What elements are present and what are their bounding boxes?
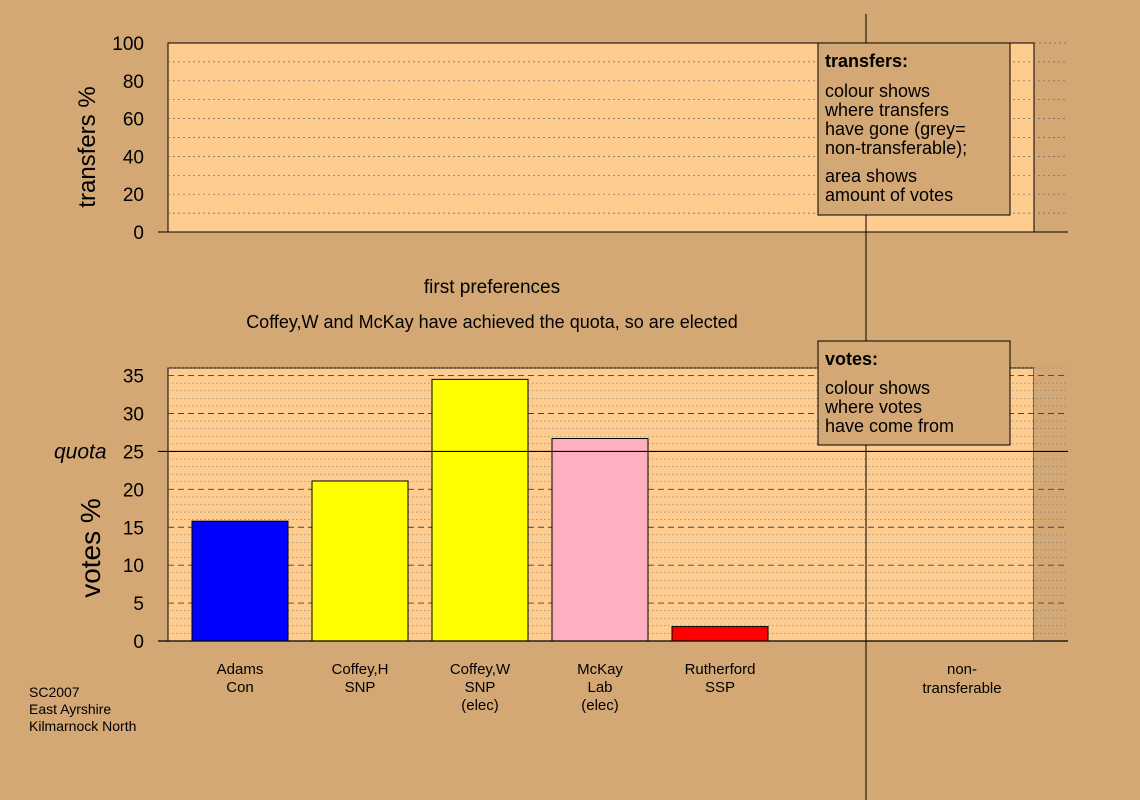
votes-y-axis-label: votes %	[75, 498, 106, 598]
transfers-legend-line: where transfers	[824, 100, 949, 120]
category-label: Con	[226, 679, 254, 696]
y-tick-label: 20	[123, 185, 144, 206]
votes-legend-line: have come from	[825, 416, 954, 436]
footer-line: SC2007	[29, 684, 80, 700]
y-tick-label: 35	[123, 367, 144, 388]
transfers-legend-title: transfers:	[825, 51, 908, 71]
y-tick-label: 80	[123, 72, 144, 93]
y-tick-label: 40	[123, 147, 144, 168]
y-tick-label: 0	[133, 223, 144, 244]
transfers-legend-line: non-transferable);	[825, 138, 967, 158]
chart-subtitle: Coffey,W and McKay have achieved the quo…	[246, 312, 738, 332]
y-tick-label: 100	[112, 34, 144, 55]
chart-title: first preferences	[424, 277, 560, 298]
category-label: Adams	[217, 661, 264, 678]
category-label: Rutherford	[685, 661, 756, 678]
votes-y-ticks: 0 5 10 15 20 25 30 35	[123, 367, 144, 653]
category-label: Coffey,H	[332, 661, 389, 678]
y-tick-label: 25	[123, 442, 144, 463]
category-label: SSP	[705, 679, 735, 696]
transfers-y-axis-label: transfers %	[74, 86, 101, 207]
footer-line: East Ayrshire	[29, 701, 111, 717]
votes-legend: votes: colour shows where votes have com…	[817, 340, 1011, 446]
category-label: Coffey,W	[450, 661, 511, 678]
bar	[551, 438, 649, 642]
votes-legend-line: colour shows	[825, 378, 930, 398]
transfers-legend: transfers: colour shows where transfers …	[817, 42, 1011, 216]
votes-legend-title: votes:	[825, 349, 878, 369]
category-label: non-	[947, 661, 977, 678]
transfers-legend-line: colour shows	[825, 81, 930, 101]
bar	[191, 520, 289, 642]
votes-legend-line: where votes	[824, 397, 922, 417]
quota-label: quota	[54, 440, 107, 463]
transfers-y-ticks: 0 20 40 60 80 100	[112, 34, 144, 244]
category-label: SNP	[465, 679, 496, 696]
transfers-legend-line: amount of votes	[825, 185, 953, 205]
transfers-legend-line: area shows	[825, 166, 917, 186]
votes-category-labels: AdamsConCoffey,HSNPCoffey,WSNP(elec)McKa…	[217, 661, 756, 714]
bar	[431, 378, 529, 642]
category-label: transferable	[922, 680, 1001, 697]
votes-bars	[191, 378, 769, 642]
y-tick-label: 5	[133, 594, 144, 615]
category-label: (elec)	[581, 697, 619, 714]
bar	[311, 480, 409, 642]
category-label: SNP	[345, 679, 376, 696]
category-label: Lab	[587, 679, 612, 696]
transfers-legend-line: have gone (grey=	[825, 119, 966, 139]
y-tick-label: 15	[123, 518, 144, 539]
category-label: (elec)	[461, 697, 499, 714]
y-tick-label: 20	[123, 480, 144, 501]
footer-line: Kilmarnock North	[29, 718, 136, 734]
category-label: McKay	[577, 661, 623, 678]
y-tick-label: 60	[123, 110, 144, 131]
y-tick-label: 10	[123, 556, 144, 577]
bar	[671, 626, 769, 642]
y-tick-label: 30	[123, 405, 144, 426]
y-tick-label: 0	[133, 632, 144, 653]
votes-plot-right-shade	[1034, 368, 1068, 641]
